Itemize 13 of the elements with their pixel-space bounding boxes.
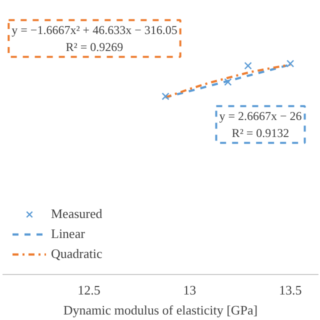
legend-label: Measured	[51, 206, 102, 222]
point	[244, 62, 252, 70]
point	[162, 92, 170, 100]
x-tick-label: 13	[183, 282, 196, 298]
point	[286, 60, 294, 68]
point	[224, 78, 232, 86]
legend-label: Quadratic	[51, 246, 102, 262]
x-axis-title: Dynamic modulus of elasticity [GPa]	[63, 302, 258, 318]
x-tick-label: 13.5	[278, 282, 302, 298]
legend-label: Linear	[51, 226, 85, 242]
text: y = −1.6667x² + 46.633x − 316.05 R² = 0.9269	[12, 23, 178, 54]
x-tick-label: 12.5	[78, 282, 100, 298]
annotation: y = 2.6667x − 26 R² = 0.9132	[219, 109, 302, 140]
